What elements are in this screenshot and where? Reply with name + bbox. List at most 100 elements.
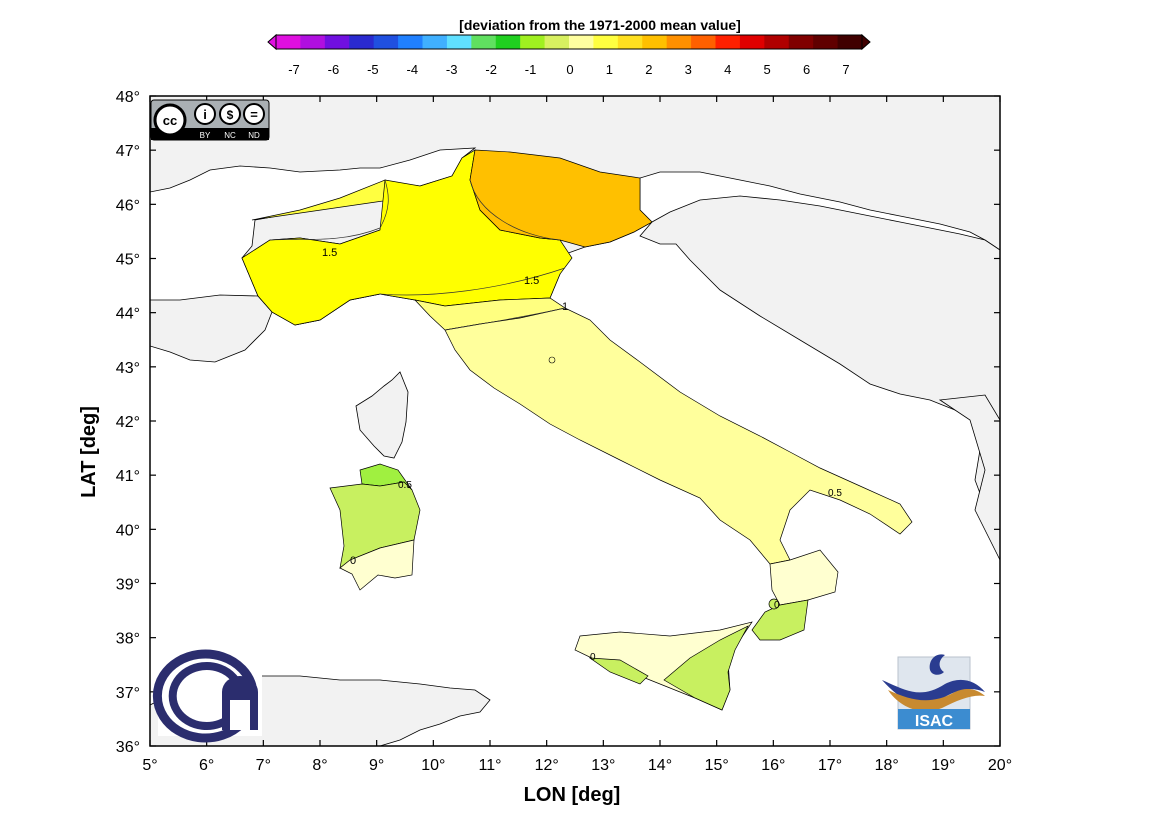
colorbar-cell — [446, 35, 472, 49]
x-tick-label: 8° — [312, 757, 327, 774]
x-tick-label: 6° — [199, 757, 214, 774]
colorbar-cell — [300, 35, 326, 49]
x-axis-label: LON [deg] — [524, 784, 621, 806]
y-tick-label: 43° — [116, 360, 140, 377]
colorbar-left-arrow — [267, 33, 277, 51]
colorbar-cell — [349, 35, 375, 49]
x-tick-label: 7° — [256, 757, 271, 774]
colorbar-cell — [422, 35, 448, 49]
cc-nd-label: ND — [248, 131, 260, 140]
colorbar-cell — [764, 35, 790, 49]
y-tick-label: 40° — [116, 522, 140, 539]
y-tick-label: 36° — [116, 739, 140, 756]
colorbar-cell — [324, 35, 350, 49]
x-tick-label: 12° — [535, 757, 559, 774]
axis-ticks: 5° 6° 7° 8° 9° 10° 11° 12° 13° 14° 15° 16° 17° 18° 19°… — [116, 89, 1012, 774]
colorbar-cell — [520, 35, 546, 49]
svg-text:cc: cc — [163, 113, 177, 128]
colorbar-tick-label: 5 — [764, 62, 771, 77]
colorbar-tick-label: -6 — [328, 62, 340, 77]
colorbar-cell — [373, 35, 399, 49]
y-axis-label: LAT [deg] — [78, 406, 100, 498]
y-tick-label: 44° — [116, 306, 140, 323]
contour-label: 1.5 — [322, 247, 337, 259]
colorbar-cell — [837, 35, 863, 49]
colorbar-cell — [569, 35, 594, 49]
contour-label: 0 — [350, 555, 356, 567]
svg-text:$: $ — [227, 108, 234, 122]
colorbar-cell — [495, 35, 521, 49]
colorbar-tick-label: 7 — [842, 62, 849, 77]
colorbar-tick-label: 0 — [566, 62, 573, 77]
colorbar-tick-labels: -7 -6 -5 -4 -3 -2 -1 0 1 2 3 4 5 6 7 — [288, 62, 849, 77]
cc-by-nc-nd-icon: cc i $ = BY NC ND — [150, 99, 270, 141]
x-tick-label: 15° — [705, 757, 729, 774]
cc-nc-label: NC — [224, 131, 236, 140]
colorbar-tick-label: 6 — [803, 62, 810, 77]
contour-label: 0 — [590, 652, 596, 663]
x-tick-label: 16° — [761, 757, 785, 774]
contour-line — [444, 307, 566, 331]
y-tick-label: 45° — [116, 252, 140, 269]
region-calabria-north — [769, 549, 839, 606]
region-sardinia-south — [339, 539, 415, 591]
y-tick-label: 46° — [116, 197, 140, 214]
y-tick-label: 41° — [116, 468, 140, 485]
svg-text:i: i — [203, 107, 207, 122]
isac-logo-text: ISAC — [915, 713, 954, 730]
colorbar-cell — [739, 35, 765, 49]
contour-label: 0.5 — [828, 488, 842, 499]
colorbar-cell — [691, 35, 716, 49]
contour-label: 0.5 — [398, 480, 412, 491]
region-north-east — [469, 149, 653, 248]
x-tick-label: 18° — [875, 757, 899, 774]
contour-line — [469, 179, 561, 241]
x-tick-label: 14° — [648, 757, 672, 774]
colorbar-cell — [593, 35, 619, 49]
colorbar-cell — [788, 35, 814, 49]
colorbar-cell — [398, 35, 423, 49]
colorbar-cell — [642, 35, 668, 49]
colorbar: [deviation from the 1971-2000 mean value… — [267, 17, 871, 77]
region-sicily-west — [588, 657, 649, 685]
isac-logo-icon: ISAC — [882, 654, 985, 730]
x-tick-label: 10° — [421, 757, 445, 774]
colorbar-right-arrow — [861, 33, 871, 51]
x-tick-label: 19° — [931, 757, 955, 774]
colorbar-tick-label: -1 — [525, 62, 537, 77]
land-france-south — [150, 294, 273, 363]
colorbar-tick-label: -5 — [367, 62, 379, 77]
cc-by-label: BY — [200, 131, 211, 140]
colorbar-cell — [666, 35, 692, 49]
colorbar-cell — [276, 35, 301, 49]
contour-line — [269, 179, 389, 241]
x-tick-label: 11° — [478, 757, 501, 774]
land-albania-greece — [938, 394, 1000, 561]
contour-line — [379, 267, 566, 296]
island-small — [548, 356, 556, 364]
colorbar-tick-label: 3 — [685, 62, 692, 77]
colorbar-tick-label: -2 — [485, 62, 497, 77]
y-tick-label: 42° — [116, 414, 140, 431]
colorbar-cells — [275, 34, 863, 50]
cnr-logo-icon — [152, 646, 262, 743]
y-tick-label: 37° — [116, 685, 140, 702]
x-tick-label: 9° — [369, 757, 384, 774]
y-tick-label: 39° — [116, 577, 140, 594]
colorbar-cell — [715, 35, 741, 49]
island-small — [768, 598, 780, 610]
contour-label: 1.5 — [524, 275, 539, 287]
y-tick-label: 47° — [116, 143, 140, 160]
contour-label: 1 — [562, 301, 568, 313]
colorbar-cell — [813, 35, 839, 49]
map-area: 1.5 1.5 1 0.5 0 0.5 0 0 5° 6° 7° 8° 9° 10° 11°… — [116, 89, 1012, 774]
colorbar-title: [deviation from the 1971-2000 mean value… — [459, 17, 741, 33]
colorbar-tick-label: 4 — [724, 62, 731, 77]
svg-text:=: = — [250, 107, 258, 122]
region-calabria-south — [751, 599, 809, 641]
x-tick-label: 20° — [988, 757, 1012, 774]
x-tick-label: 17° — [818, 757, 842, 774]
colorbar-cell — [544, 35, 570, 49]
colorbar-cell — [617, 35, 643, 49]
